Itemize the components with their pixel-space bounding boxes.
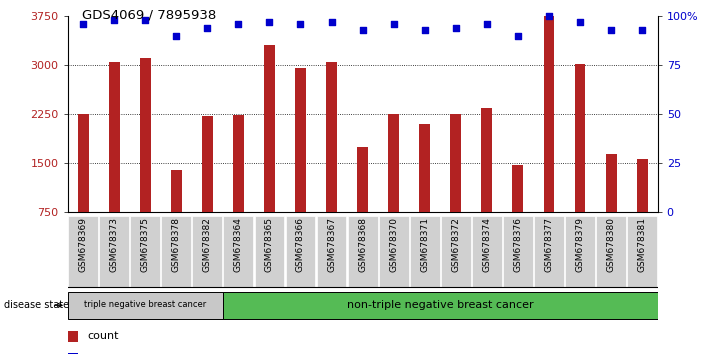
FancyBboxPatch shape bbox=[410, 216, 439, 287]
FancyBboxPatch shape bbox=[348, 216, 378, 287]
Bar bbox=[68, 353, 78, 354]
Bar bbox=[109, 62, 119, 212]
FancyBboxPatch shape bbox=[286, 216, 316, 287]
Text: GSM678367: GSM678367 bbox=[327, 217, 336, 272]
FancyBboxPatch shape bbox=[223, 292, 658, 319]
Bar bbox=[140, 58, 151, 212]
FancyBboxPatch shape bbox=[534, 216, 564, 287]
Point bbox=[77, 21, 89, 27]
Bar bbox=[388, 114, 399, 212]
Text: non-triple negative breast cancer: non-triple negative breast cancer bbox=[347, 300, 533, 310]
Text: GSM678370: GSM678370 bbox=[389, 217, 398, 272]
Bar bbox=[326, 62, 337, 212]
FancyBboxPatch shape bbox=[379, 216, 409, 287]
FancyBboxPatch shape bbox=[565, 216, 595, 287]
Text: GSM678369: GSM678369 bbox=[79, 217, 87, 272]
FancyBboxPatch shape bbox=[68, 216, 98, 287]
Point bbox=[419, 27, 430, 33]
Point bbox=[326, 19, 337, 25]
Point bbox=[636, 27, 648, 33]
Bar bbox=[481, 108, 492, 212]
Bar bbox=[606, 154, 616, 212]
FancyBboxPatch shape bbox=[100, 216, 129, 287]
Bar bbox=[513, 165, 523, 212]
Text: GSM678368: GSM678368 bbox=[358, 217, 367, 272]
Point bbox=[139, 17, 151, 23]
FancyBboxPatch shape bbox=[223, 216, 253, 287]
FancyBboxPatch shape bbox=[255, 216, 284, 287]
Text: GSM678378: GSM678378 bbox=[172, 217, 181, 272]
Bar bbox=[357, 147, 368, 212]
FancyBboxPatch shape bbox=[503, 216, 533, 287]
FancyBboxPatch shape bbox=[161, 216, 191, 287]
Bar bbox=[419, 124, 430, 212]
Bar bbox=[233, 115, 244, 212]
Text: triple negative breast cancer: triple negative breast cancer bbox=[84, 300, 206, 309]
FancyBboxPatch shape bbox=[193, 216, 223, 287]
Text: GSM678371: GSM678371 bbox=[420, 217, 429, 272]
Point bbox=[605, 27, 616, 33]
Point bbox=[295, 21, 306, 27]
Point bbox=[264, 19, 275, 25]
Text: GSM678381: GSM678381 bbox=[638, 217, 646, 272]
Text: GSM678373: GSM678373 bbox=[109, 217, 119, 272]
Text: GSM678372: GSM678372 bbox=[451, 217, 460, 272]
FancyBboxPatch shape bbox=[597, 216, 626, 287]
Point bbox=[388, 21, 400, 27]
Bar bbox=[202, 116, 213, 212]
Point bbox=[171, 33, 182, 39]
Text: GSM678376: GSM678376 bbox=[513, 217, 523, 272]
Text: GSM678375: GSM678375 bbox=[141, 217, 150, 272]
Text: disease state: disease state bbox=[4, 300, 69, 310]
Bar bbox=[68, 331, 78, 342]
Text: GSM678379: GSM678379 bbox=[575, 217, 584, 272]
Point bbox=[543, 13, 555, 19]
Point bbox=[232, 21, 244, 27]
Point bbox=[357, 27, 368, 33]
Text: GSM678382: GSM678382 bbox=[203, 217, 212, 272]
Bar bbox=[450, 114, 461, 212]
FancyBboxPatch shape bbox=[627, 216, 657, 287]
Point bbox=[202, 25, 213, 30]
Text: GDS4069 / 7895938: GDS4069 / 7895938 bbox=[82, 9, 216, 22]
FancyBboxPatch shape bbox=[441, 216, 471, 287]
FancyBboxPatch shape bbox=[130, 216, 160, 287]
Bar bbox=[264, 45, 275, 212]
Text: GSM678380: GSM678380 bbox=[606, 217, 616, 272]
Text: GSM678374: GSM678374 bbox=[482, 217, 491, 272]
Point bbox=[512, 33, 523, 39]
FancyBboxPatch shape bbox=[68, 292, 223, 319]
Text: GSM678366: GSM678366 bbox=[296, 217, 305, 272]
Point bbox=[450, 25, 461, 30]
FancyBboxPatch shape bbox=[472, 216, 502, 287]
Bar bbox=[543, 16, 555, 212]
Point bbox=[481, 21, 493, 27]
Text: GSM678364: GSM678364 bbox=[234, 217, 243, 272]
FancyBboxPatch shape bbox=[316, 216, 346, 287]
Text: GSM678365: GSM678365 bbox=[265, 217, 274, 272]
Point bbox=[109, 17, 120, 23]
Text: GSM678377: GSM678377 bbox=[545, 217, 553, 272]
Point bbox=[574, 19, 586, 25]
Bar bbox=[77, 114, 88, 212]
Bar bbox=[295, 68, 306, 212]
Bar bbox=[171, 170, 182, 212]
Bar bbox=[574, 64, 585, 212]
Text: count: count bbox=[87, 331, 119, 341]
Bar bbox=[637, 159, 648, 212]
